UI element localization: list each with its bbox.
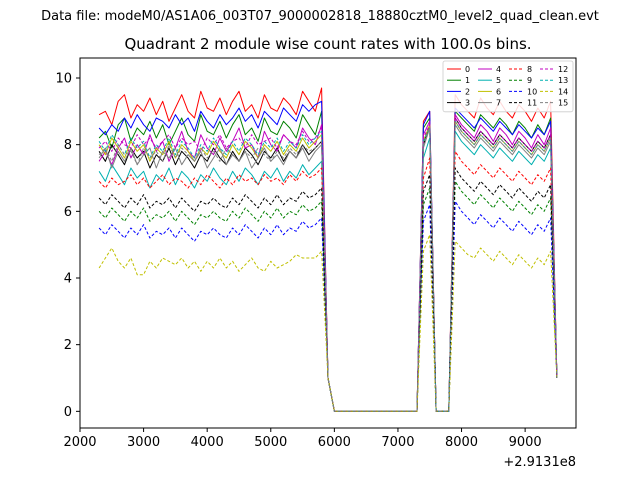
- legend-label-1: 1: [465, 76, 470, 85]
- legend-label-15: 15: [558, 99, 568, 108]
- series-line-14: [98, 234, 558, 412]
- legend-label-0: 0: [465, 65, 470, 74]
- legend-label-11: 11: [527, 99, 537, 108]
- suptitle: Data file: modeM0/AS1A06_003T07_90000028…: [41, 9, 599, 24]
- x-tick-label: 4000: [191, 435, 224, 450]
- x-axis: 2000 3000 4000 5000 6000 7000 8000 9000: [63, 428, 542, 450]
- y-axis: 0 2 4 6 8 10: [55, 72, 80, 420]
- legend-label-14: 14: [558, 87, 568, 96]
- x-tick-label: 3000: [127, 435, 160, 450]
- y-tick-label: 0: [64, 405, 72, 420]
- legend-label-4: 4: [496, 65, 501, 74]
- y-tick-label: 6: [64, 205, 72, 220]
- x-tick-label: 8000: [445, 435, 478, 450]
- x-tick-label: 6000: [318, 435, 351, 450]
- legend-label-2: 2: [465, 87, 470, 96]
- x-tick-label: 9000: [509, 435, 542, 450]
- y-tick-label: 2: [64, 338, 72, 353]
- legend-label-9: 9: [527, 76, 532, 85]
- legend-label-3: 3: [465, 99, 470, 108]
- series-line-10: [98, 200, 558, 412]
- legend-label-10: 10: [527, 87, 537, 96]
- legend-label-6: 6: [496, 87, 501, 96]
- y-tick-label: 4: [64, 272, 72, 287]
- plot-area: [98, 87, 558, 412]
- x-tick-label: 2000: [63, 435, 96, 450]
- x-tick-label: 7000: [381, 435, 414, 450]
- plot-frame: [79, 57, 577, 429]
- legend-label-8: 8: [527, 65, 532, 74]
- y-tick-label: 10: [55, 72, 72, 87]
- series-line-15: [98, 120, 558, 412]
- series-layer: [98, 87, 558, 412]
- series-line-13: [98, 120, 558, 412]
- y-tick-label: 8: [64, 138, 72, 153]
- x-tick-label: 5000: [254, 435, 287, 450]
- legend-label-7: 7: [496, 99, 501, 108]
- legend-label-5: 5: [496, 76, 501, 85]
- x-offset-label: +2.9131e8: [503, 455, 576, 470]
- chart-title: Quadrant 2 module wise count rates with …: [124, 35, 531, 53]
- legend-box: [442, 60, 574, 113]
- legend-label-13: 13: [558, 76, 568, 85]
- legend-label-12: 12: [558, 65, 568, 74]
